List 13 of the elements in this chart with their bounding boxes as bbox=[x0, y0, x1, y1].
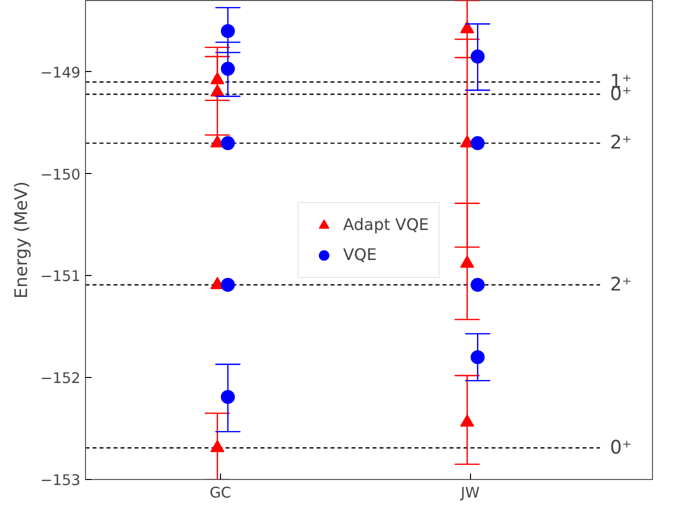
y-axis-title: Energy (MeV) bbox=[12, 181, 32, 299]
ref-line-label: 0⁺ bbox=[610, 437, 632, 458]
y-tick-label: −153 bbox=[40, 472, 81, 489]
x-tick-label: JW bbox=[460, 484, 480, 502]
legend-label: VQE bbox=[343, 245, 377, 264]
legend-label: Adapt VQE bbox=[343, 215, 429, 234]
y-tick-label: −152 bbox=[40, 370, 81, 388]
ref-line-label: 2⁺ bbox=[610, 132, 632, 154]
y-tick-label: −151 bbox=[40, 268, 81, 286]
x-tick-label: GC bbox=[210, 484, 232, 502]
y-tick-label: −149 bbox=[40, 64, 81, 82]
y-tick-label: −150 bbox=[40, 166, 81, 184]
ref-line-label: 2⁺ bbox=[610, 274, 632, 296]
